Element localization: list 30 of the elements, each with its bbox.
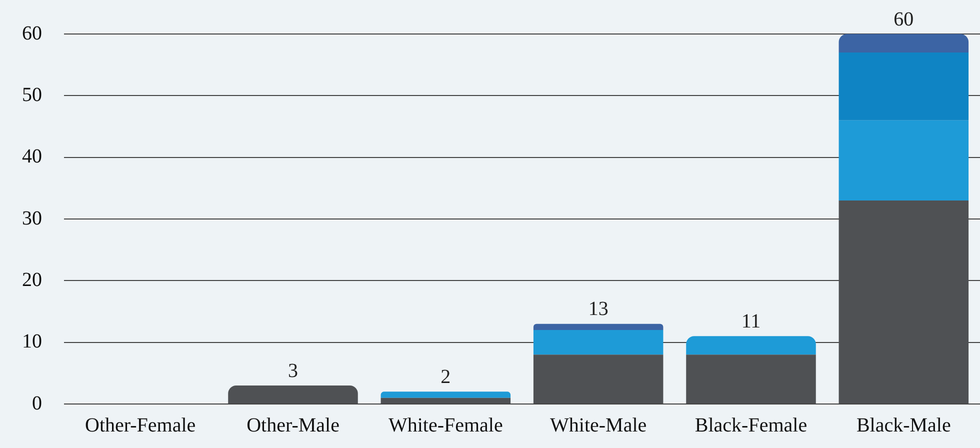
- y-tick-label: 20: [22, 268, 42, 291]
- x-tick-label: White-Female: [388, 414, 503, 436]
- y-tick-label: 40: [22, 146, 42, 168]
- bar: [228, 386, 358, 404]
- y-tick-label: 30: [22, 207, 42, 230]
- bar: [686, 354, 816, 404]
- x-tick-label: Other-Female: [84, 414, 196, 436]
- bar: [533, 330, 664, 355]
- total-label: 13: [588, 298, 608, 320]
- bar: [686, 336, 816, 355]
- bar: [533, 354, 664, 404]
- y-tick-label: 10: [22, 330, 42, 353]
- total-label: 3: [288, 360, 298, 382]
- x-tick-label: Black-Female: [694, 414, 808, 436]
- x-tick-label: Other-Male: [246, 414, 340, 436]
- total-label: 11: [741, 310, 761, 332]
- total-label: 2: [440, 366, 451, 388]
- bar: [380, 392, 511, 398]
- y-tick-label: 60: [22, 22, 42, 44]
- bar: [380, 398, 511, 404]
- bar: [533, 324, 664, 330]
- bar: [838, 52, 969, 120]
- x-tick-label: White-Male: [550, 414, 647, 436]
- y-tick-label: 50: [22, 84, 42, 106]
- bar: [838, 120, 969, 200]
- y-tick-label: 0: [32, 392, 42, 414]
- bar: [838, 200, 969, 404]
- bar: [838, 34, 969, 52]
- total-label: 60: [894, 8, 914, 30]
- x-tick-label: Black-Male: [856, 414, 951, 436]
